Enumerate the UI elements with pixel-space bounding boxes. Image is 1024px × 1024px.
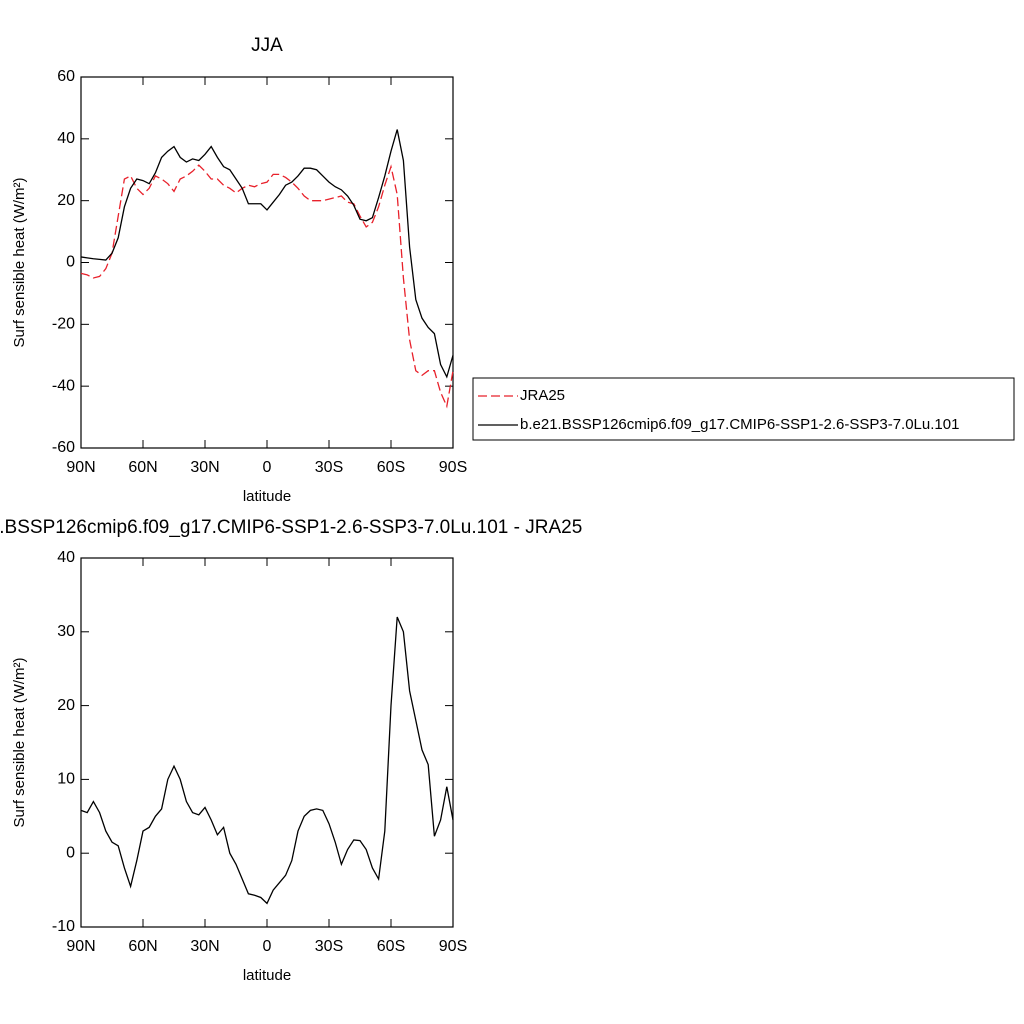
plot-frame xyxy=(80,557,454,928)
x-tick-label: 0 xyxy=(263,459,272,476)
y-tick-label: -10 xyxy=(52,918,75,935)
y-tick-label: 20 xyxy=(57,697,75,714)
x-tick-label: 90N xyxy=(66,459,95,476)
x-tick-label: 60S xyxy=(377,459,405,476)
y-tick-label: 0 xyxy=(66,254,75,271)
legend-box xyxy=(472,377,1015,441)
y-tick-label: 30 xyxy=(57,623,75,640)
x-tick-label: 30S xyxy=(315,938,343,955)
y-axis-label: Surf sensible heat (W/m²) xyxy=(11,657,28,827)
legend-label: JRA25 xyxy=(520,387,565,404)
y-tick-label: 10 xyxy=(57,771,75,788)
x-tick-label: 0 xyxy=(263,938,272,955)
y-tick-label: 60 xyxy=(57,68,75,85)
y-axis-label: Surf sensible heat (W/m²) xyxy=(11,177,28,347)
legend-label: b.e21.BSSP126cmip6.f09_g17.CMIP6-SSP1-2.… xyxy=(520,416,959,433)
x-tick-label: 60S xyxy=(377,938,405,955)
x-tick-label: 60N xyxy=(128,459,157,476)
y-tick-label: -20 xyxy=(52,316,75,333)
y-tick-label: 40 xyxy=(57,549,75,566)
x-axis-label: latitude xyxy=(243,488,291,505)
chart-title: b.e21.BSSP126cmip6.f09_g17.CMIP6-SSP1-2.… xyxy=(0,517,582,538)
y-tick-label: 20 xyxy=(57,192,75,209)
legend: JRA25 b.e21.BSSP126cmip6.f09_g17.CMIP6-SS… xyxy=(472,377,1015,441)
x-tick-label: 30S xyxy=(315,459,343,476)
x-tick-label: 90S xyxy=(439,938,467,955)
x-tick-label: 30N xyxy=(190,459,219,476)
data-line xyxy=(80,129,454,379)
chart-title: JJA xyxy=(251,35,283,56)
y-tick-label: -40 xyxy=(52,377,75,394)
x-axis-label: latitude xyxy=(243,967,291,984)
y-tick-label: 40 xyxy=(57,130,75,147)
data-line xyxy=(80,164,454,409)
x-tick-label: 60N xyxy=(128,938,157,955)
y-tick-label: 0 xyxy=(66,844,75,861)
x-tick-label: 30N xyxy=(190,938,219,955)
x-tick-label: 90S xyxy=(439,459,467,476)
x-tick-label: 90N xyxy=(66,938,95,955)
y-tick-label: -60 xyxy=(52,439,75,456)
data-line xyxy=(80,616,454,905)
